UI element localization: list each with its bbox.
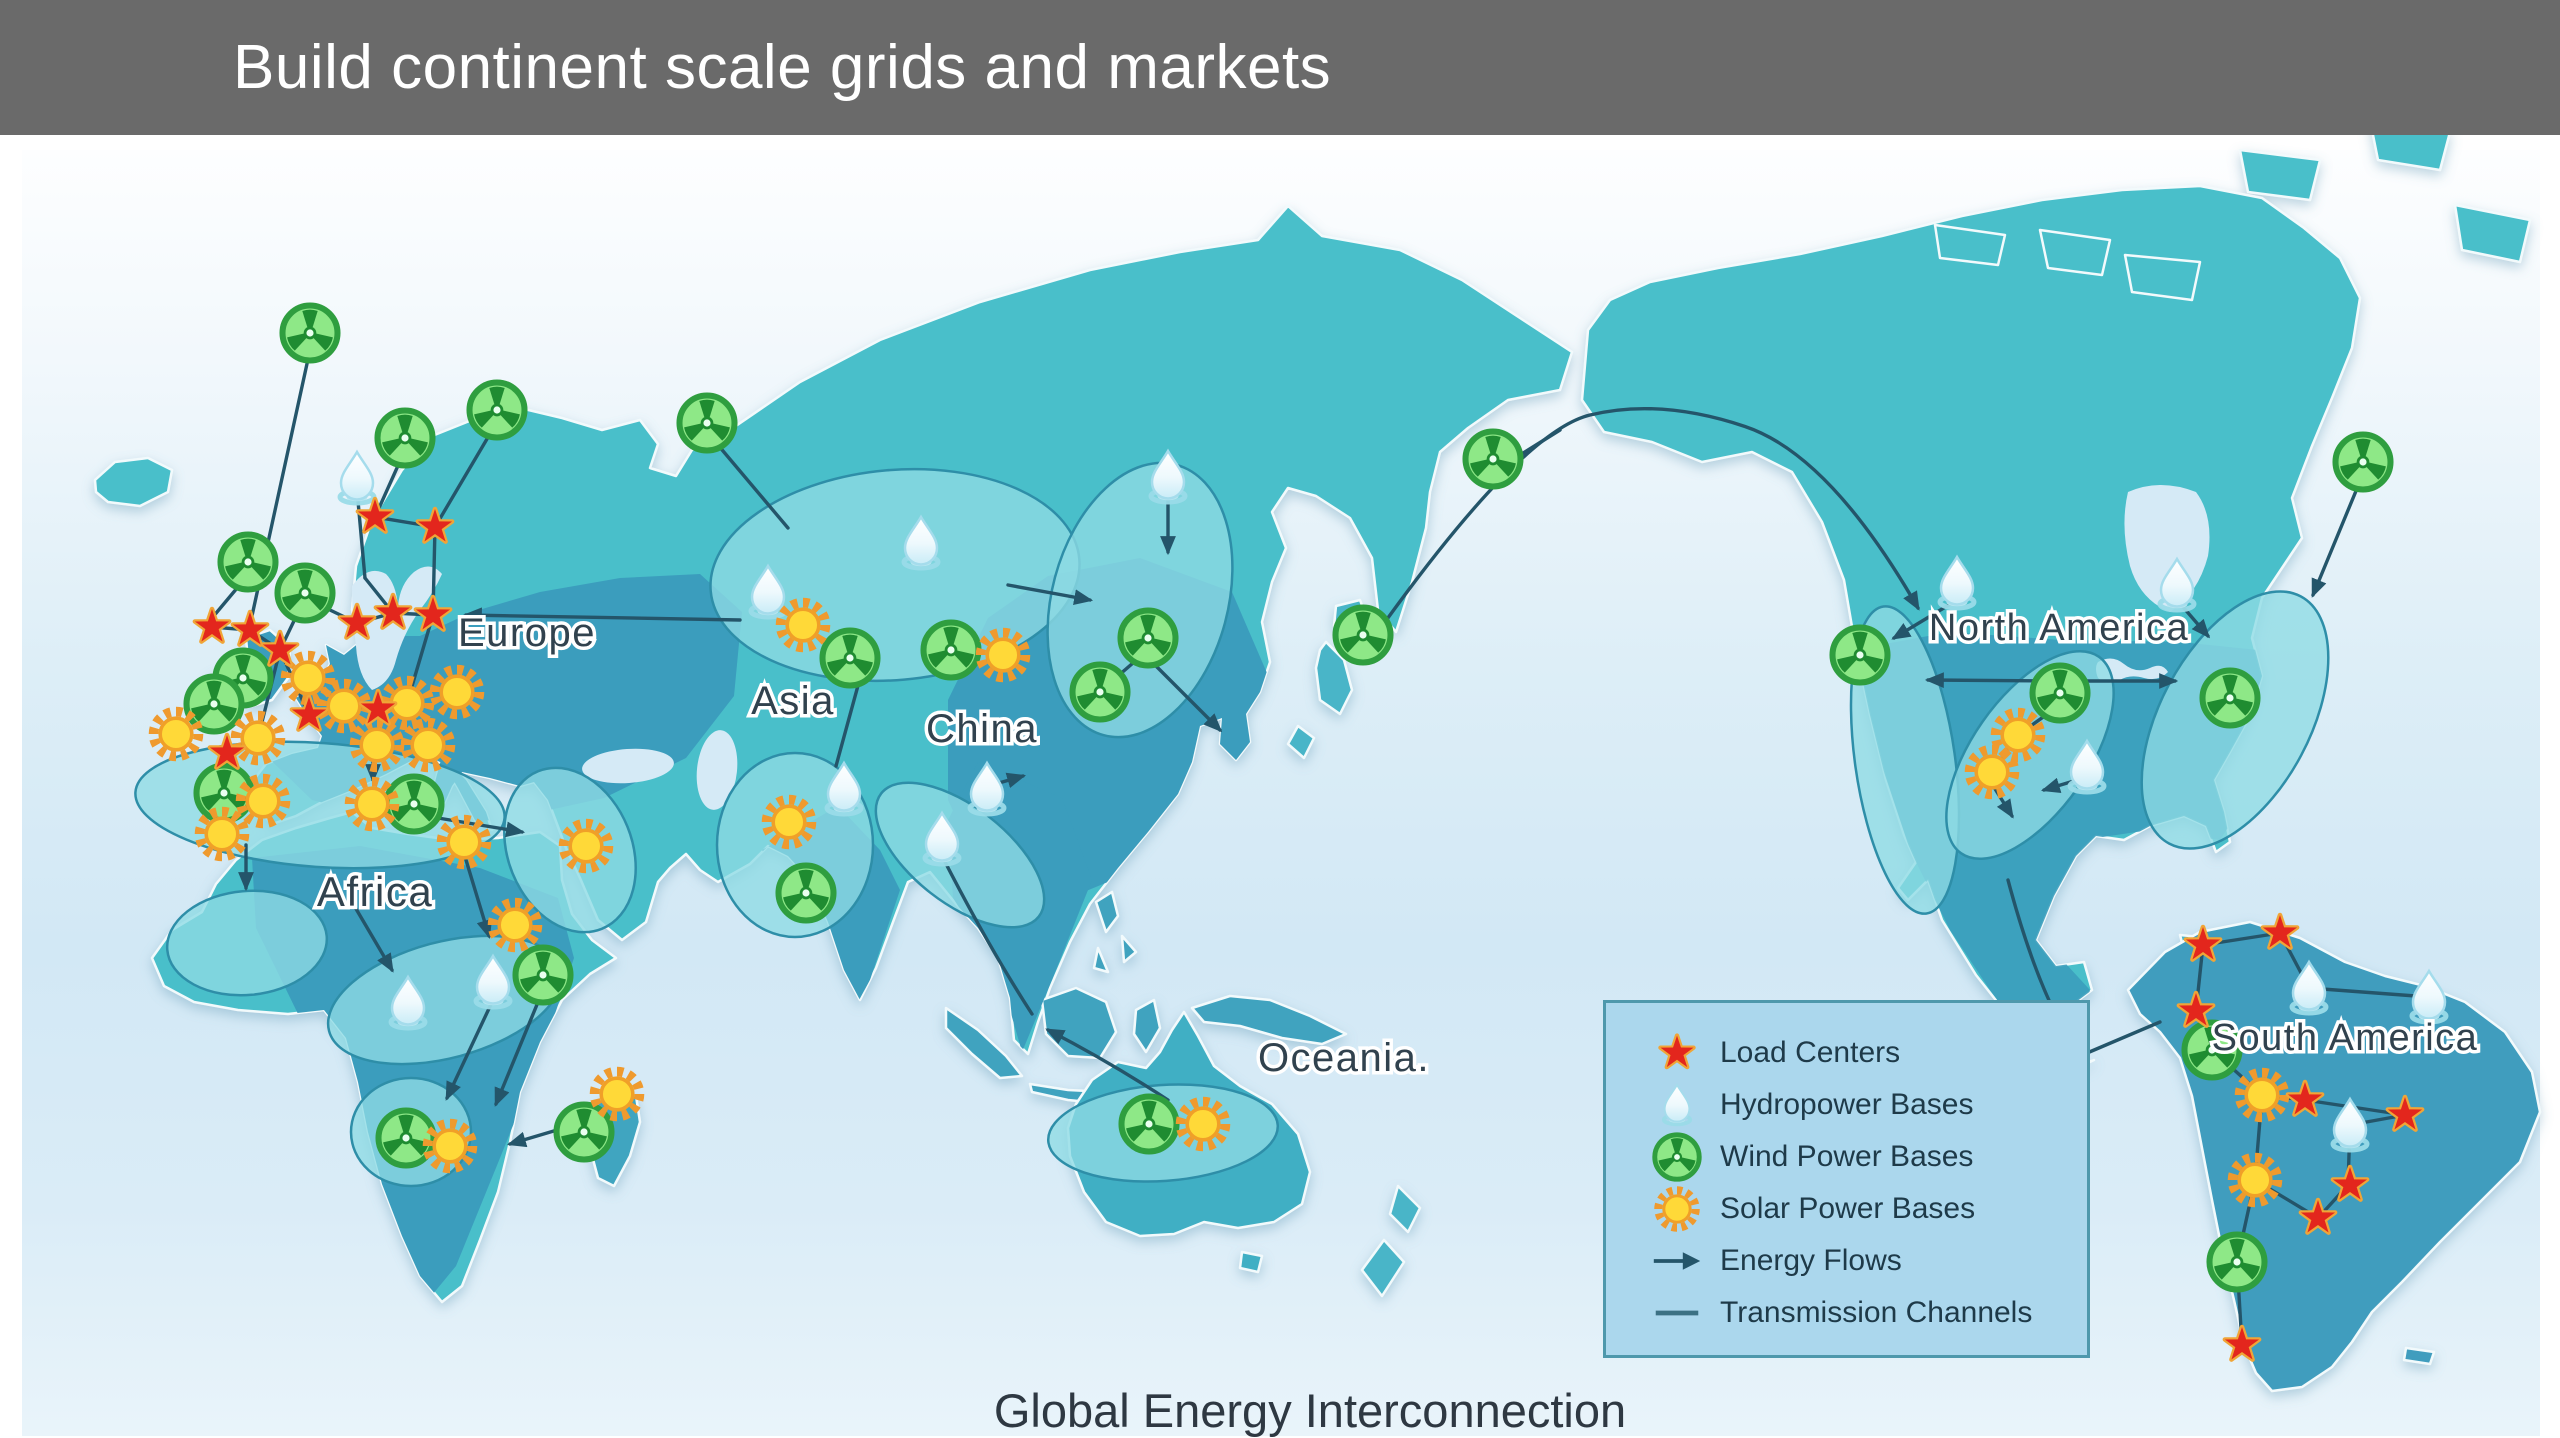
flow-legend-icon — [1644, 1232, 1710, 1290]
continent-label: China — [926, 707, 1038, 751]
energy-flow — [1990, 782, 2014, 819]
energy-flow — [1150, 660, 1223, 733]
continent-label: Oceania. — [1258, 1036, 1430, 1080]
solar-power-base-marker — [200, 812, 245, 857]
energy-flow — [1924, 672, 2052, 689]
legend-item-label: Energy Flows — [1720, 1244, 1902, 1277]
solar-power-base-marker — [241, 779, 286, 824]
solar-power-base-marker — [981, 633, 1026, 678]
solar-power-base-marker — [406, 723, 451, 768]
solar-power-base-marker — [442, 820, 487, 865]
legend-panel: Load Centers Hydropower Bases Wind Power B… — [1603, 1000, 2090, 1358]
solar-power-base-marker — [2240, 1073, 2285, 1118]
legend-item: Load Centers — [1644, 1027, 2087, 1079]
legend-item-label: Load Centers — [1720, 1036, 1901, 1069]
wind-power-base-marker — [924, 623, 979, 678]
legend-item: Energy Flows — [1644, 1235, 2087, 1287]
continent-label: South America — [2212, 1017, 2479, 1059]
wind-power-base-marker — [470, 383, 525, 438]
energy-flow — [350, 900, 394, 973]
legend-item: Wind Power Bases — [1644, 1131, 2087, 1183]
line-legend-icon — [1644, 1284, 1710, 1342]
transmission-channel — [433, 420, 499, 529]
solar-power-base-marker — [350, 782, 395, 827]
transmission-channel — [2078, 1020, 2162, 1058]
energy-flow — [1006, 583, 1094, 605]
legend-item-label: Transmission Channels — [1720, 1296, 2033, 1329]
solar-power-base-marker — [1970, 750, 2015, 795]
wind-power-base-marker — [1122, 1097, 1177, 1152]
wind-power-base-marker — [187, 677, 242, 732]
wind-power-base-marker — [516, 948, 571, 1003]
wind-power-base-marker — [779, 866, 834, 921]
solar-power-base-marker — [322, 684, 367, 729]
solar-power-base-marker — [767, 800, 812, 845]
solar-power-base-marker — [595, 1072, 640, 1117]
resource-zone — [165, 889, 329, 997]
wind-power-base-marker — [2203, 671, 2258, 726]
solar-power-base-marker — [428, 1124, 473, 1169]
solar-power-base-marker — [435, 670, 480, 715]
wind-power-base-marker — [1121, 611, 1176, 666]
wind-power-base-marker — [1466, 432, 1521, 487]
transmission-channel — [940, 854, 1034, 1016]
energy-flow — [2311, 472, 2365, 598]
star-legend-icon — [1644, 1024, 1710, 1082]
wind-power-base-marker — [1833, 628, 1888, 683]
title-bar: Build continent scale grids and markets — [0, 0, 2560, 135]
wind-power-base-marker — [2033, 666, 2088, 721]
solar-power-base-marker — [2233, 1158, 2278, 1203]
wind-power-base-marker — [823, 631, 878, 686]
solar-power-base-marker — [493, 903, 538, 948]
wind-power-base-marker — [680, 396, 735, 451]
legend-item: Hydropower Bases — [1644, 1079, 2087, 1131]
legend-item-label: Wind Power Bases — [1720, 1140, 1974, 1173]
transmission-channel — [2307, 986, 2431, 999]
energy-flow — [1045, 1028, 1170, 1102]
wind-legend-icon — [1644, 1128, 1710, 1186]
wind-power-base-marker — [2336, 435, 2391, 490]
legend-item: Transmission Channels — [1644, 1287, 2087, 1339]
solar-power-base-marker — [355, 723, 400, 768]
legend-item: Solar Power Bases — [1644, 1183, 2087, 1235]
solar-power-base-marker — [1996, 713, 2041, 758]
continent-labels: Europe Asia China Africa Oceania. North Ameri… — [313, 604, 2480, 1084]
energy-flow — [1373, 406, 1920, 638]
continent-label: Europe — [458, 611, 596, 655]
map-caption: Global Energy Interconnection — [993, 1384, 1627, 1437]
continent-label: Africa — [317, 868, 433, 915]
energy-flow — [464, 858, 492, 940]
legend-item-label: Hydropower Bases — [1720, 1088, 1974, 1121]
solar-power-base-marker — [154, 712, 199, 757]
energy-flow — [494, 988, 545, 1107]
wind-power-base-marker — [2210, 1235, 2265, 1290]
legend-item-label: Solar Power Bases — [1720, 1192, 1976, 1225]
continent-label: North America — [1929, 607, 2189, 649]
wind-power-base-marker — [1336, 608, 1391, 663]
wind-power-base-marker — [283, 306, 338, 361]
solar-power-base-marker — [236, 716, 281, 761]
solar-power-base-marker — [564, 824, 609, 869]
wind-power-base-marker — [378, 411, 433, 466]
wind-power-base-marker — [221, 535, 276, 590]
wind-power-base-marker — [1073, 665, 1128, 720]
transmission-channel — [210, 596, 307, 653]
energy-flow — [462, 607, 742, 624]
solar-power-base-marker — [1181, 1102, 1226, 1147]
sun-legend-icon — [1644, 1180, 1710, 1238]
page-title: Build continent scale grids and markets — [233, 33, 1332, 102]
solar-power-base-marker — [781, 603, 826, 648]
wind-power-base-marker — [278, 566, 333, 621]
energy-flow — [445, 998, 495, 1101]
drop-legend-icon — [1644, 1076, 1710, 1134]
continent-label: Asia — [751, 679, 835, 723]
